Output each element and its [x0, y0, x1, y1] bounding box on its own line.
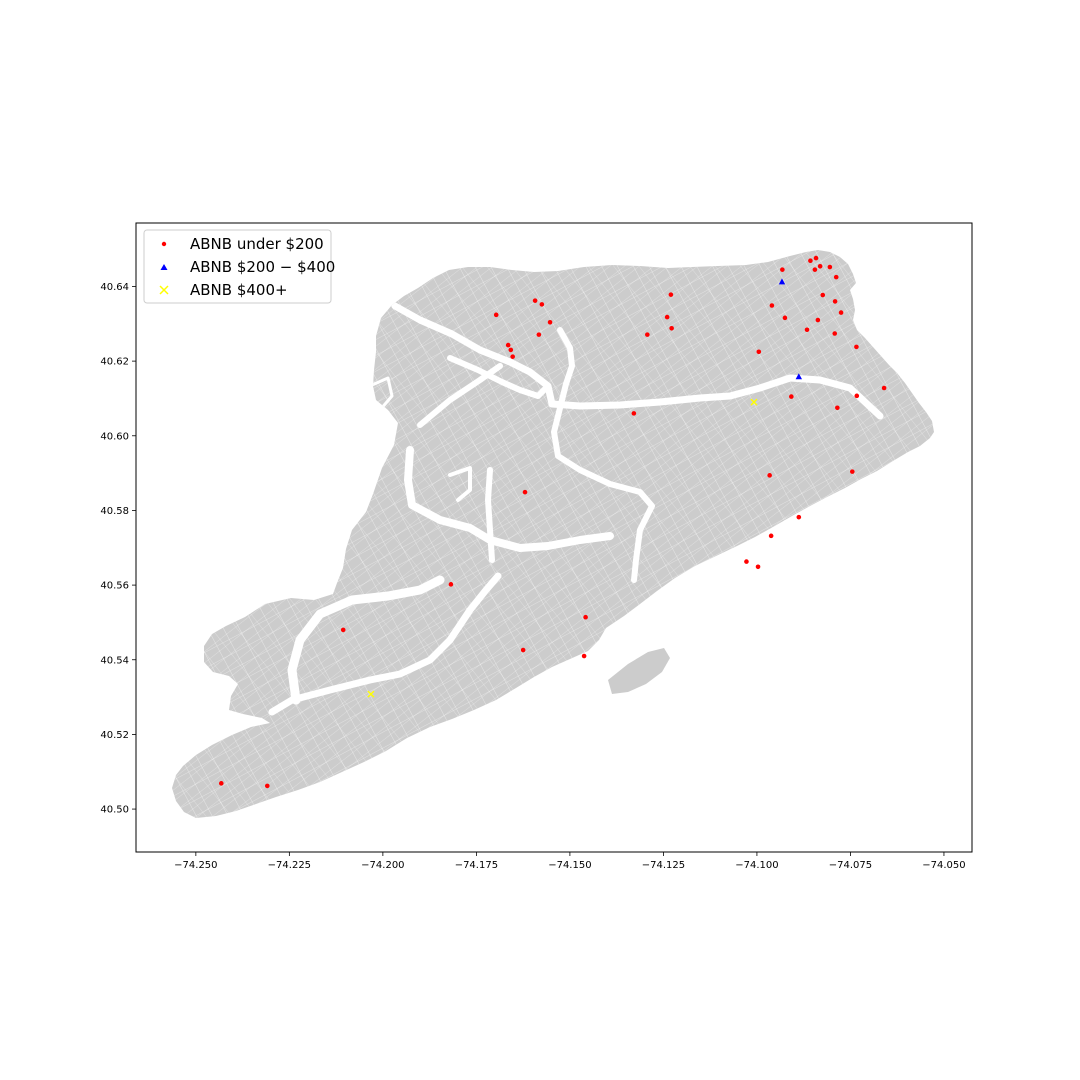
listing-point	[536, 332, 542, 337]
x-tick-label: −74.125	[642, 860, 685, 871]
x-tick-label: −74.225	[268, 860, 311, 871]
listing-point	[808, 258, 813, 264]
listing-point	[631, 411, 637, 416]
listing-point	[340, 627, 346, 633]
listing-point	[510, 354, 515, 359]
y-tick-label: 40.58	[100, 506, 129, 517]
listing-point	[780, 267, 785, 272]
listing-point	[789, 394, 794, 399]
x-tick-label: −74.100	[735, 860, 778, 871]
x-tick-label: −74.075	[829, 860, 872, 871]
legend: ABNB under $200 ABNB $200 − $400 ABNB $4…	[143, 229, 335, 304]
listing-point	[838, 310, 844, 315]
listing-point	[669, 325, 674, 331]
y-axis: 40.50 40.52 40.54 40.56 40.58 40.60 40.62 40.64	[100, 282, 136, 816]
listing-point	[767, 473, 772, 478]
listing-point	[796, 514, 802, 520]
listing-point	[664, 314, 670, 320]
listing-point	[778, 278, 786, 285]
series-triangle	[778, 278, 803, 380]
listing-point	[832, 299, 838, 304]
listing-point	[744, 559, 749, 564]
legend-label-400-plus: ABNB $400+	[190, 281, 288, 299]
y-tick-label: 40.54	[100, 655, 129, 666]
listing-point	[522, 489, 528, 495]
listing-point	[539, 302, 545, 307]
y-tick-label: 40.62	[100, 357, 129, 368]
listing-point	[827, 264, 833, 270]
listing-point	[520, 647, 526, 653]
listing-point	[532, 298, 538, 303]
listing-point	[769, 303, 775, 308]
listing-markers	[218, 255, 887, 789]
listing-point	[833, 274, 839, 280]
listing-point	[547, 319, 553, 325]
listing-point	[881, 385, 887, 391]
legend-box	[143, 229, 332, 304]
x-tick-label: −74.200	[361, 860, 404, 871]
listing-point	[755, 564, 761, 570]
listing-point	[645, 332, 650, 337]
legend-marker-under-200	[161, 241, 167, 247]
plot-frame	[135, 222, 973, 853]
listing-point	[817, 264, 823, 269]
listing-point	[795, 373, 803, 380]
listing-point	[668, 292, 674, 297]
listing-point	[750, 398, 758, 406]
listing-point	[850, 469, 855, 474]
x-tick-label: −74.050	[922, 860, 965, 871]
x-tick-label: −74.175	[455, 860, 498, 871]
listing-point	[804, 327, 810, 333]
listing-point	[581, 653, 587, 659]
listing-point	[505, 342, 511, 348]
listing-point	[812, 267, 818, 272]
listing-point	[782, 315, 788, 321]
x-tick-label: −74.250	[174, 860, 217, 871]
listing-point	[367, 690, 375, 698]
y-tick-label: 40.52	[100, 730, 129, 741]
legend-label-200-400: ABNB $200 − $400	[190, 258, 335, 276]
y-tick-label: 40.60	[100, 431, 129, 442]
listing-point	[854, 393, 860, 399]
street-network	[172, 250, 934, 818]
listing-point	[493, 312, 499, 318]
listing-point	[448, 582, 454, 587]
listing-point	[835, 405, 840, 411]
listing-point	[832, 331, 838, 336]
legend-marker-200-400	[160, 264, 168, 270]
series-x	[367, 398, 758, 698]
x-axis: −74.250 −74.225 −74.200 −74.175 −74.150 −74.1…	[174, 852, 966, 871]
y-tick-label: 40.64	[100, 282, 129, 293]
listing-point	[218, 781, 224, 786]
x-tick-label: −74.150	[548, 860, 591, 871]
legend-label-under-200: ABNB under $200	[190, 235, 324, 253]
staten-island-basemap	[172, 250, 934, 818]
y-tick-label: 40.50	[100, 805, 129, 816]
legend-marker-400-plus	[159, 285, 169, 295]
listing-point	[854, 344, 859, 350]
listing-point	[820, 292, 826, 298]
listing-point	[756, 349, 762, 355]
listing-point	[508, 347, 514, 353]
listing-point	[583, 614, 588, 620]
listing-point	[815, 317, 821, 323]
listing-point	[768, 533, 774, 539]
small-island	[608, 648, 670, 694]
listing-point	[813, 255, 819, 261]
listing-point	[264, 783, 270, 789]
y-tick-label: 40.56	[100, 581, 129, 592]
series-dot	[218, 255, 887, 789]
